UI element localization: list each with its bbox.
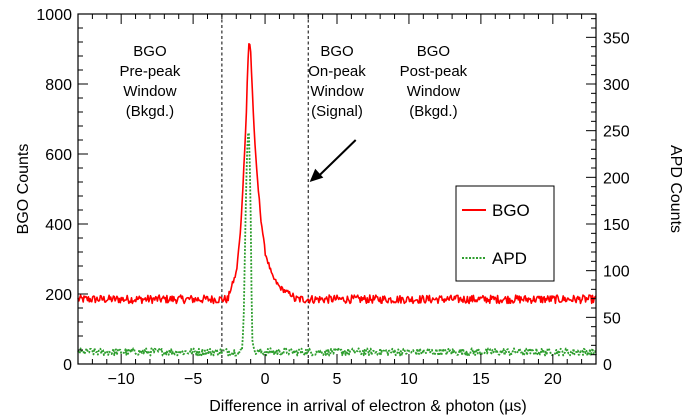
x-tick-label: 0 xyxy=(261,371,270,388)
x-tick-label: 5 xyxy=(333,371,342,388)
y-tick-label: 0 xyxy=(63,357,72,374)
window-annotation-line: Pre-peak xyxy=(120,63,181,80)
legend-label-apd: APD xyxy=(492,249,527,268)
series-line-apd xyxy=(77,132,597,357)
x-tick-label: −10 xyxy=(108,371,135,388)
y-tick-label: 1000 xyxy=(36,7,72,24)
y2-tick-label: 0 xyxy=(603,357,612,374)
window-annotation-line: (Bkgd.) xyxy=(409,103,457,120)
y-axis-label: BGO Counts xyxy=(15,144,32,235)
window-annotation-line: Post-peak xyxy=(400,63,468,80)
x-tick-label: 10 xyxy=(400,371,418,388)
series-line-bgo xyxy=(77,42,597,305)
window-annotation-line: BGO xyxy=(133,43,166,60)
x-tick-label: −5 xyxy=(184,371,202,388)
plot-area xyxy=(221,14,309,364)
x-tick-label: 20 xyxy=(544,371,562,388)
y-tick-label: 800 xyxy=(45,77,72,94)
y-tick-label: 200 xyxy=(45,287,72,304)
y2-tick-label: 250 xyxy=(603,124,630,141)
legend-box xyxy=(455,185,555,282)
y2-tick-label: 200 xyxy=(603,170,630,187)
y2-tick-label: 50 xyxy=(603,310,621,327)
y-tick-label: 400 xyxy=(45,217,72,234)
x-axis-label: Difference in arrival of electron & phot… xyxy=(209,398,527,415)
window-annotation-line: Window xyxy=(407,83,461,100)
annotation-arrow-head xyxy=(309,168,324,182)
y2-tick-label: 350 xyxy=(603,30,630,47)
chart-marks xyxy=(77,42,597,357)
chart-text: Difference in arrival of electron & phot… xyxy=(15,7,684,415)
window-annotation-line: On-peak xyxy=(308,63,366,80)
legend-label-bgo: BGO xyxy=(492,201,530,220)
x-tick-label: 15 xyxy=(472,371,490,388)
window-annotation-line: Window xyxy=(123,83,177,100)
window-annotation-line: Window xyxy=(310,83,364,100)
window-annotation-line: (Bkgd.) xyxy=(126,103,174,120)
y2-tick-label: 100 xyxy=(603,264,630,281)
y2-tick-label: 300 xyxy=(603,77,630,94)
y2-axis-label: APD Counts xyxy=(667,145,684,233)
window-annotation-line: (Signal) xyxy=(311,103,363,120)
y2-tick-label: 150 xyxy=(603,217,630,234)
annotation-arrow-shaft xyxy=(316,139,357,178)
window-annotation-line: BGO xyxy=(320,43,353,60)
window-annotation-line: BGO xyxy=(417,43,450,60)
y-tick-label: 600 xyxy=(45,147,72,164)
axes xyxy=(77,13,597,365)
